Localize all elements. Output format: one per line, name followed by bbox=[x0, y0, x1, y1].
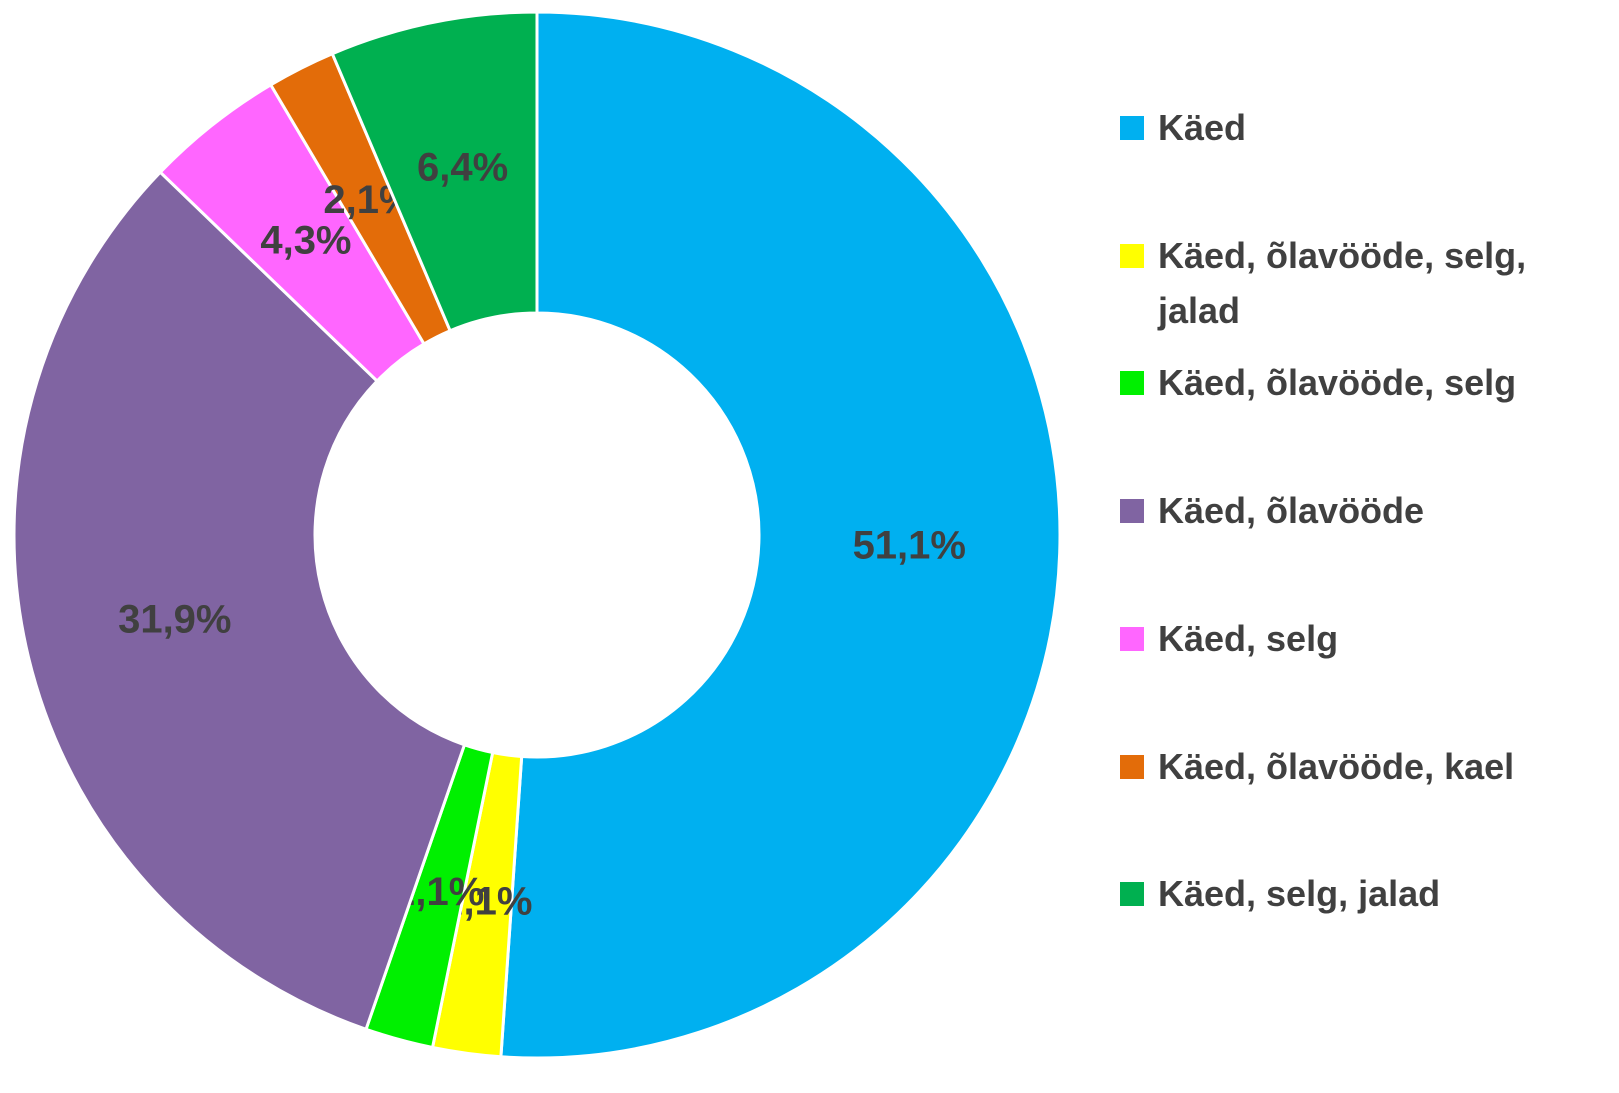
donut-slice bbox=[12, 170, 467, 1032]
legend-item: Käed, õlavööde, selg bbox=[1120, 355, 1616, 410]
legend-item: Käed, selg, jalad bbox=[1120, 866, 1616, 921]
data-label: 51,1% bbox=[853, 523, 966, 567]
legend-swatch bbox=[1120, 754, 1144, 779]
legend-swatch bbox=[1120, 626, 1144, 651]
legend-label: Käed, õlavööde, selg bbox=[1158, 362, 1517, 404]
legend-item: Käed, õlavööde, selg, jalad bbox=[1120, 228, 1616, 338]
legend-label: Käed, õlavööde bbox=[1158, 490, 1425, 532]
legend-item: Käed bbox=[1120, 100, 1616, 155]
donut-slice bbox=[499, 10, 1062, 1060]
legend-swatch bbox=[1120, 243, 1144, 268]
donut-slice bbox=[330, 10, 539, 333]
data-label: 31,9% bbox=[118, 598, 231, 642]
legend-label: Käed, selg, jalad bbox=[1158, 873, 1441, 915]
legend-swatch bbox=[1120, 371, 1144, 396]
data-label: 6,4% bbox=[417, 146, 508, 190]
legend-item: Käed, selg bbox=[1120, 611, 1616, 666]
legend-item: Käed, õlavööde, kael bbox=[1120, 739, 1616, 794]
legend-swatch bbox=[1120, 116, 1144, 140]
legend-label: Käed, õlavööde, selg, jalad bbox=[1158, 234, 1527, 331]
legend-label: Käed bbox=[1158, 107, 1247, 148]
legend-item: Käed, õlavööde bbox=[1120, 483, 1616, 538]
legend-label: Käed, õlavööde, kael bbox=[1158, 745, 1515, 787]
legend-swatch bbox=[1120, 499, 1144, 524]
legend-label: Käed, selg bbox=[1158, 617, 1339, 659]
data-label: 4,3% bbox=[260, 218, 351, 262]
legend-swatch bbox=[1120, 882, 1144, 907]
